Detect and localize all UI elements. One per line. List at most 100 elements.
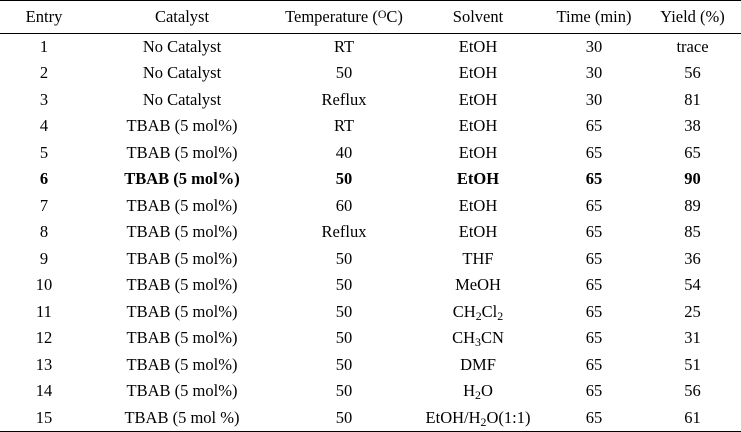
header-yield: Yield (%) <box>644 0 741 34</box>
table-row: 4 TBAB (5 mol%) RT EtOH 65 38 <box>0 113 741 140</box>
cell-entry: 14 <box>35 381 53 401</box>
cell-temperature: RT <box>333 116 355 136</box>
cell-time: 65 <box>585 222 603 242</box>
cell-catalyst: TBAB (5 mol%) <box>124 169 240 189</box>
solvent-text: MeOH <box>455 275 501 295</box>
cell-yield: 54 <box>684 275 701 295</box>
cell-time: 30 <box>585 89 603 109</box>
cell-time: 65 <box>585 142 603 162</box>
cell-catalyst: TBAB (5 mol%) <box>126 142 238 162</box>
header-temperature-degree: O <box>377 6 387 21</box>
cell-yield: 61 <box>644 404 741 432</box>
cell-time: 30 <box>585 63 603 83</box>
cell-entry: 15 <box>0 404 88 432</box>
solvent-text: H <box>463 381 476 401</box>
solvent-text: DMF <box>460 354 496 374</box>
table-row: 14 TBAB (5 mol%) 50 H2O 65 56 <box>0 378 741 405</box>
cell-catalyst: TBAB (5 mol %) <box>88 404 276 432</box>
solvent-text: CH <box>452 328 476 348</box>
header-temperature-prefix: Temperature ( <box>285 7 378 26</box>
cell-catalyst: No Catalyst <box>142 63 222 83</box>
cell-time: 65 <box>544 404 644 432</box>
cell-time: 65 <box>585 116 603 136</box>
cell-entry: 4 <box>39 116 49 136</box>
cell-time: 65 <box>585 275 603 295</box>
header-catalyst: Catalyst <box>88 0 276 34</box>
cell-catalyst: No Catalyst <box>142 89 222 109</box>
table-row: 8 TBAB (5 mol%) Reflux EtOH 65 85 <box>0 219 741 246</box>
cell-entry: 13 <box>35 354 53 374</box>
cell-temperature: Reflux <box>321 89 367 109</box>
cell-time: 30 <box>585 37 603 56</box>
solvent-text: EtOH <box>456 169 500 189</box>
cell-temperature: 50 <box>335 354 353 374</box>
cell-catalyst: TBAB (5 mol%) <box>126 195 238 215</box>
table-row: 2 No Catalyst 50 EtOH 30 56 <box>0 60 741 87</box>
cell-entry: 12 <box>35 328 53 348</box>
table-row: 1 No Catalyst RT EtOH 30 trace <box>0 34 741 61</box>
cell-solvent: EtOH <box>412 166 544 193</box>
cell-solvent: EtOH <box>412 113 544 140</box>
cell-entry: 1 <box>39 37 49 56</box>
table-row: 12 TBAB (5 mol%) 50 CH3CN 65 31 <box>0 325 741 352</box>
cell-temperature: 50 <box>335 275 353 295</box>
cell-solvent: THF <box>412 246 544 273</box>
cell-entry: 6 <box>39 169 49 189</box>
cell-catalyst: TBAB (5 mol%) <box>126 354 238 374</box>
cell-catalyst: TBAB (5 mol%) <box>126 222 238 242</box>
cell-catalyst: TBAB (5 mol%) <box>126 248 238 268</box>
cell-solvent: EtOH <box>412 60 544 87</box>
cell-time: 65 <box>585 328 603 348</box>
cell-yield: 56 <box>684 63 701 83</box>
cell-time: 65 <box>585 195 603 215</box>
cell-yield: 25 <box>684 301 701 321</box>
table-row: 7 TBAB (5 mol%) 60 EtOH 65 89 <box>0 193 741 220</box>
solvent-subscript: 2 <box>497 308 504 323</box>
header-temperature: Temperature (OC) <box>276 0 412 34</box>
cell-temperature: 50 <box>335 301 353 321</box>
table-row: 15 TBAB (5 mol %) 50 EtOH/H2O(1:1) 65 61 <box>0 404 741 432</box>
solvent-text: O <box>480 381 493 401</box>
cell-temperature: RT <box>333 37 355 56</box>
cell-yield: 85 <box>684 222 701 242</box>
cell-solvent: EtOH <box>412 87 544 114</box>
solvent-subscript: 2 <box>475 308 482 323</box>
solvent-subscript: 2 <box>480 414 487 429</box>
cell-temperature: 50 <box>335 63 353 83</box>
cell-entry: 5 <box>39 142 49 162</box>
cell-time: 65 <box>585 301 603 321</box>
cell-yield: 81 <box>684 89 701 109</box>
cell-catalyst: No Catalyst <box>142 37 222 56</box>
solvent-text: EtOH <box>458 63 498 83</box>
cell-entry: 7 <box>39 195 49 215</box>
cell-catalyst: TBAB (5 mol%) <box>126 275 238 295</box>
cell-catalyst: TBAB (5 mol%) <box>126 381 238 401</box>
table-body: 1 No Catalyst RT EtOH 30 trace 2 No Catalyst 50 E… <box>0 34 741 432</box>
header-entry: Entry <box>0 0 88 34</box>
cell-solvent: EtOH <box>412 193 544 220</box>
cell-time: 65 <box>585 169 603 189</box>
solvent-text: THF <box>462 248 494 268</box>
cell-entry: 10 <box>35 275 53 295</box>
solvent-text: EtOH <box>458 142 498 162</box>
table-row: 5 TBAB (5 mol%) 40 EtOH 65 65 <box>0 140 741 167</box>
cell-yield: 90 <box>684 169 701 189</box>
header-row: Entry Catalyst Temperature (OC) Solvent … <box>0 0 741 34</box>
header-time: Time (min) <box>544 0 644 34</box>
cell-yield: 38 <box>684 116 701 136</box>
cell-time: 65 <box>585 381 603 401</box>
table-row: 11 TBAB (5 mol%) 50 CH2Cl2 65 25 <box>0 299 741 326</box>
solvent-subscript: 2 <box>475 388 481 403</box>
cell-yield: 89 <box>684 195 701 215</box>
cell-solvent: EtOH <box>412 140 544 167</box>
table-row: 3 No Catalyst Reflux EtOH 30 81 <box>0 87 741 114</box>
cell-entry: 3 <box>39 89 49 109</box>
table-row: 6 TBAB (5 mol%) 50 EtOH 65 90 <box>0 166 741 193</box>
cell-solvent: DMF <box>412 352 544 379</box>
cell-temperature: 50 <box>335 169 353 189</box>
cell-yield: 51 <box>684 354 701 374</box>
solvent-text: O(1:1) <box>486 407 531 427</box>
header-solvent: Solvent <box>412 0 544 34</box>
